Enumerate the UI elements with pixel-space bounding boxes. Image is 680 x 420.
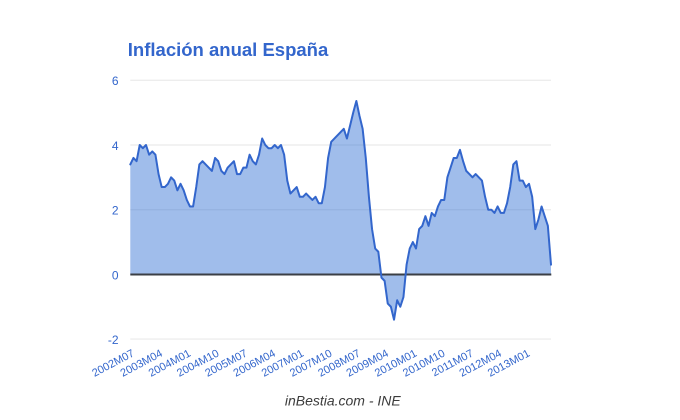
svg-text:0: 0 [112,268,119,282]
svg-text:inBestia.com - INE: inBestia.com - INE [285,392,402,408]
svg-text:2: 2 [112,204,119,218]
svg-text:Inflación anual España: Inflación anual España [128,39,329,60]
svg-text:6: 6 [112,74,119,88]
svg-text:-2: -2 [108,333,119,347]
svg-text:4: 4 [112,139,119,153]
